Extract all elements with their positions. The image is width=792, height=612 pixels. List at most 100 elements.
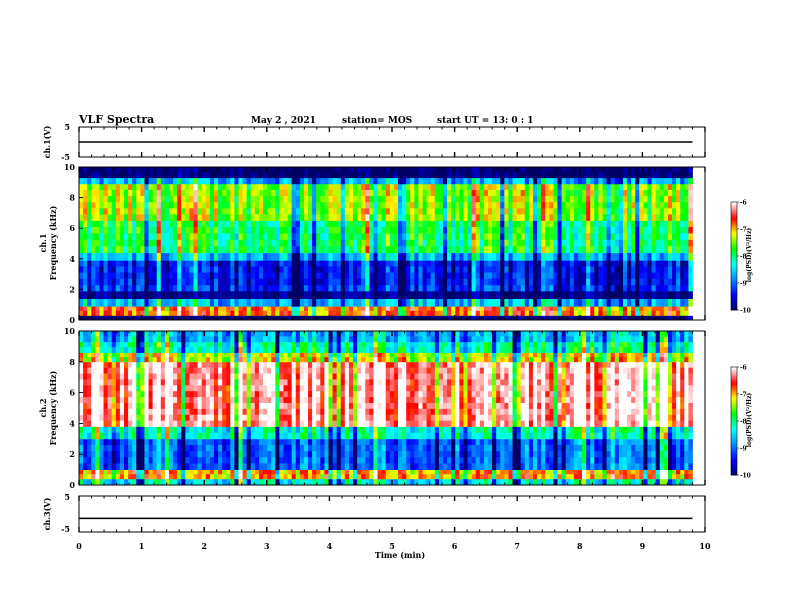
- spectrogram-cell: [512, 177, 518, 185]
- spectrogram-cell: [168, 347, 174, 353]
- spectrogram-cell: [348, 233, 354, 241]
- spectrogram-cell: [185, 272, 190, 280]
- spectrogram-cell: [246, 266, 252, 273]
- spectrogram-cell: [168, 315, 174, 321]
- spectrogram-cell: [99, 177, 104, 185]
- spectrogram-cell: [181, 167, 186, 173]
- spectrogram-cell: [213, 220, 219, 228]
- spectrogram-cell: [467, 177, 473, 185]
- spectrogram-cell: [242, 226, 248, 234]
- spectrogram-cell: [140, 352, 145, 358]
- spectrogram-cell: [132, 246, 137, 254]
- spectrogram-cell: [643, 177, 648, 185]
- spectrogram-cell: [422, 246, 428, 254]
- spectrogram-cell: [553, 306, 558, 312]
- spectrogram-cell: [160, 379, 166, 386]
- spectrogram-cell: [451, 252, 456, 261]
- spectrogram-cell: [618, 214, 624, 221]
- spectrogram-cell: [365, 177, 370, 185]
- colorbar-cell: [731, 284, 737, 287]
- ch1-spectrogram-image: [79, 167, 693, 321]
- spectrogram-cell: [246, 341, 252, 348]
- spectrogram-cell: [639, 177, 644, 185]
- spectrogram-cell: [312, 196, 317, 203]
- spectrogram-cell: [553, 272, 558, 280]
- spectrogram-cell: [218, 266, 223, 273]
- spectrogram-cell: [451, 172, 456, 179]
- spectrogram-cell: [177, 414, 182, 421]
- spectrogram-cell: [422, 196, 428, 203]
- spectrogram-cell: [201, 367, 207, 374]
- spectrogram-cell: [516, 167, 522, 173]
- spectrogram-cell: [516, 266, 522, 273]
- spectrogram-cell: [242, 278, 248, 286]
- spectrogram-cell: [532, 310, 538, 316]
- spectrogram-cell: [123, 361, 129, 369]
- spectrogram-cell: [160, 208, 166, 215]
- spectrogram-cell: [177, 426, 182, 434]
- spectrogram-cell: [209, 202, 215, 209]
- spectrogram-cell: [160, 177, 166, 185]
- spectrogram-cell: [152, 408, 158, 416]
- spectrogram-cell: [152, 260, 158, 267]
- spectrogram-cell: [230, 347, 235, 353]
- spectrogram-cell: [87, 379, 92, 386]
- spectrogram-cell: [91, 397, 96, 404]
- spectrogram-cell: [622, 177, 628, 185]
- spectrogram-cell: [209, 463, 215, 470]
- spectrogram-cell: [250, 214, 256, 221]
- spectrogram-cell: [115, 290, 121, 299]
- spectrogram-cell: [471, 306, 477, 312]
- spectrogram-cell: [193, 391, 199, 398]
- spectrogram-cell: [164, 196, 170, 203]
- spectrogram-cell: [577, 266, 583, 273]
- spectrogram-cell: [569, 208, 575, 215]
- spectrogram-cell: [353, 290, 358, 299]
- spectrogram-cell: [160, 196, 166, 203]
- spectrogram-cell: [91, 315, 96, 321]
- spectrogram-cell: [173, 214, 178, 221]
- spectrogram-cell: [115, 373, 121, 380]
- spectrogram-cell: [201, 361, 207, 369]
- spectrogram-cell: [128, 347, 133, 353]
- spectrogram-cell: [332, 189, 338, 197]
- spectrogram-cell: [230, 266, 235, 273]
- spectrogram-cell: [123, 196, 129, 203]
- spectrogram-cell: [622, 189, 628, 197]
- spectrogram-cell: [164, 420, 170, 427]
- spectrogram-cell: [332, 202, 338, 209]
- spectrogram-cell: [402, 208, 407, 215]
- spectrogram-cell: [177, 172, 182, 179]
- spectrogram-cell: [123, 226, 129, 234]
- spectrogram-cell: [479, 177, 485, 185]
- spectrogram-cell: [299, 202, 305, 209]
- spectrogram-cell: [168, 208, 174, 215]
- spectrogram-cell: [348, 220, 354, 228]
- spectrogram-cell: [655, 290, 661, 299]
- spectrogram-cell: [594, 196, 599, 203]
- spectrogram-cell: [451, 208, 456, 215]
- spectrogram-cell: [471, 208, 477, 215]
- spectrogram-cell: [545, 202, 550, 209]
- spectrogram-cell: [115, 367, 121, 374]
- spectrogram-cell: [676, 172, 681, 179]
- spectrogram-cell: [246, 310, 252, 316]
- spectrogram-cell: [226, 432, 231, 440]
- spectrogram-cell: [443, 183, 448, 191]
- spectrogram-cell: [369, 214, 374, 221]
- spectrogram-cell: [189, 239, 194, 247]
- spectrogram-cell: [577, 208, 583, 215]
- spectrogram-cell: [647, 177, 652, 185]
- spectrogram-cell: [418, 167, 423, 173]
- spectrogram-cell: [250, 457, 256, 464]
- spectrogram-cell: [353, 246, 358, 254]
- spectrogram-cell: [111, 444, 117, 452]
- spectrogram-cell: [676, 189, 681, 197]
- spectrogram-cell: [614, 214, 620, 221]
- spectrogram-cell: [479, 310, 485, 316]
- spectrogram-cell: [492, 183, 497, 191]
- spectrogram-cell: [324, 172, 329, 179]
- spectrogram-cell: [316, 167, 321, 173]
- spectrogram-cell: [667, 266, 673, 273]
- spectrogram-cell: [164, 361, 170, 369]
